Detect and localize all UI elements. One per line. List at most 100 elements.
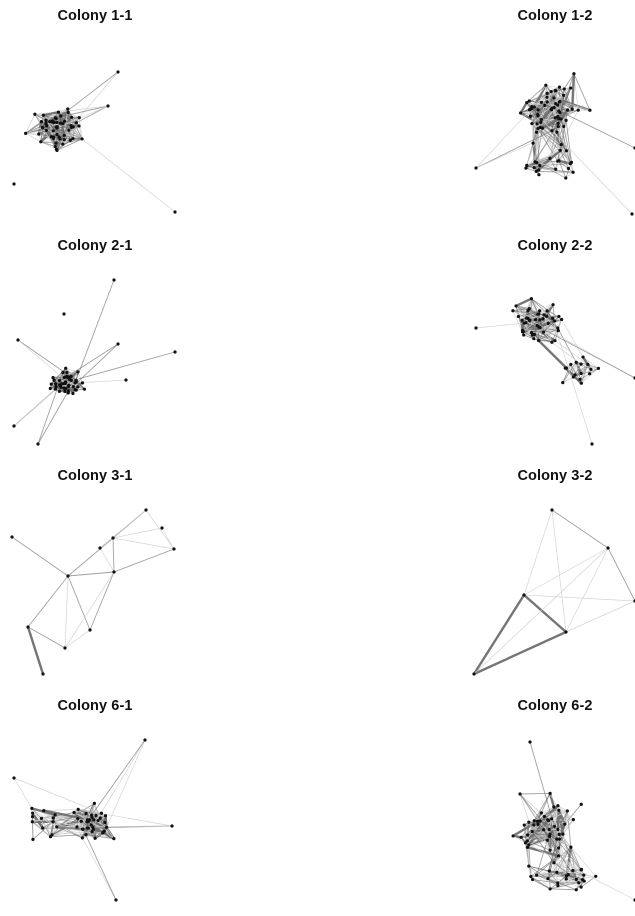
graph-node	[66, 375, 69, 378]
graph-node	[518, 792, 521, 795]
edge-layer	[474, 510, 635, 674]
graph-edge	[524, 510, 552, 595]
graph-node	[70, 126, 73, 129]
graph-node	[160, 526, 163, 529]
graph-node	[97, 819, 100, 822]
graph-edge	[68, 572, 114, 576]
graph-node	[66, 107, 69, 110]
graph-node	[173, 210, 176, 213]
graph-node	[12, 424, 15, 427]
graph-node	[525, 101, 528, 104]
graph-node	[517, 315, 520, 318]
graph-edge	[18, 340, 76, 380]
node-layer	[472, 508, 635, 675]
graph-node	[100, 812, 103, 815]
graph-edge	[539, 341, 567, 368]
graph-edge	[65, 630, 90, 648]
graph-node	[144, 508, 147, 511]
network-panel-colony-6-1: Colony 6-1	[0, 690, 190, 916]
graph-node	[67, 385, 70, 388]
network-panel-colony-3-2: Colony 3-2	[460, 460, 635, 686]
graph-node	[538, 309, 541, 312]
graph-node	[91, 830, 94, 833]
graph-node	[557, 809, 560, 812]
graph-node	[590, 442, 593, 445]
graph-node	[106, 104, 109, 107]
graph-node	[549, 887, 552, 890]
graph-node	[579, 363, 582, 366]
graph-node	[553, 825, 556, 828]
panel-title: Colony 6-2	[460, 698, 635, 714]
graph-node	[551, 303, 554, 306]
graph-edge	[90, 572, 114, 630]
graph-node	[533, 166, 536, 169]
graph-node	[581, 355, 584, 358]
graph-node	[557, 315, 560, 318]
panel-title: Colony 1-2	[460, 8, 635, 24]
graph-node	[556, 104, 559, 107]
graph-node	[112, 570, 115, 573]
graph-node	[54, 385, 57, 388]
graph-node	[540, 101, 543, 104]
graph-node	[93, 802, 96, 805]
graph-node	[548, 828, 551, 831]
graph-node	[526, 317, 529, 320]
graph-node	[542, 828, 545, 831]
graph-edge	[550, 889, 576, 890]
graph-node	[535, 131, 538, 134]
graph-node	[10, 535, 13, 538]
graph-node	[41, 826, 44, 829]
graph-node	[81, 381, 84, 384]
graph-node	[72, 811, 75, 814]
network-panel-colony-2-2: Colony 2-2	[460, 230, 635, 456]
graph-node	[12, 182, 15, 185]
graph-node	[551, 317, 554, 320]
graph-node	[535, 122, 538, 125]
graph-edge	[608, 548, 635, 601]
graph-node	[55, 149, 58, 152]
graph-node	[543, 104, 546, 107]
graph-node	[114, 898, 117, 901]
graph-node	[526, 833, 529, 836]
graph-node	[26, 625, 29, 628]
graph-node	[71, 137, 74, 140]
network-panel-colony-2-1: Colony 2-1	[0, 230, 190, 456]
graph-node	[76, 370, 79, 373]
graph-node	[50, 383, 53, 386]
graph-node	[522, 593, 525, 596]
graph-node	[54, 382, 57, 385]
graph-node	[514, 304, 517, 307]
graph-edge	[28, 576, 68, 627]
network-graph	[0, 258, 190, 454]
graph-node	[39, 140, 42, 143]
graph-node	[550, 90, 553, 93]
graph-node	[76, 385, 79, 388]
graph-node	[524, 167, 527, 170]
graph-edge	[82, 139, 175, 212]
graph-node	[51, 820, 54, 823]
graph-node	[557, 122, 560, 125]
graph-node	[546, 92, 549, 95]
graph-node	[116, 70, 119, 73]
graph-edge	[100, 510, 146, 548]
graph-node	[522, 333, 525, 336]
graph-node	[556, 881, 559, 884]
graph-edge	[44, 809, 78, 810]
graph-edge	[76, 106, 108, 123]
graph-node	[550, 107, 553, 110]
graph-node	[511, 309, 514, 312]
graph-node	[84, 833, 87, 836]
graph-node	[557, 854, 560, 857]
graph-node	[552, 861, 555, 864]
graph-edge	[38, 391, 68, 444]
graph-node	[532, 337, 535, 340]
graph-node	[472, 672, 475, 675]
graph-node	[550, 817, 553, 820]
graph-node	[577, 109, 580, 112]
graph-node	[58, 137, 61, 140]
graph-node	[542, 313, 545, 316]
graph-node	[552, 805, 555, 808]
graph-node	[563, 822, 566, 825]
graph-node	[582, 873, 585, 876]
graph-node	[72, 385, 75, 388]
